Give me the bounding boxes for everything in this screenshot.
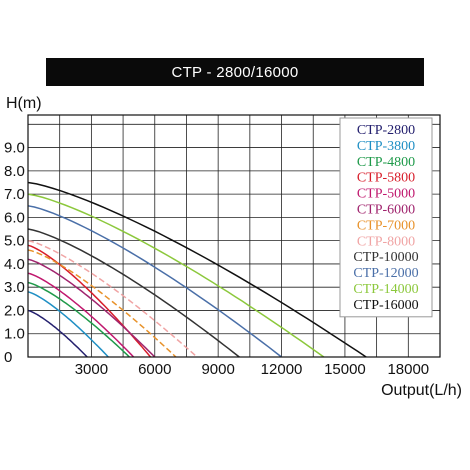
y-tick-label: 0 [4,349,12,366]
y-tick-label: 6.0 [4,209,25,226]
y-tick-label: 9.0 [4,140,25,157]
x-tick-label: 18000 [387,361,429,378]
y-tick-label: 5.0 [4,233,25,250]
legend-entry-ctp-6000: CTP-6000 [357,203,415,218]
x-tick-label: 12000 [261,361,303,378]
series-line-ctp-2800 [27,309,88,358]
legend-entry-ctp-10000: CTP-10000 [353,250,418,265]
legend-entry-ctp-2800: CTP-2800 [357,123,415,138]
x-tick-label: 6000 [138,361,171,378]
y-tick-label: 3.0 [4,279,25,296]
series-line-ctp-16000 [27,181,367,358]
legend-entry-ctp-14000: CTP-14000 [353,282,418,297]
legend-entry-ctp-5800: CTP-5800 [357,171,415,186]
legend-entry-ctp-16000: CTP-16000 [353,298,418,313]
y-tick-label: 1.0 [4,326,25,343]
y-tick-label: 2.0 [4,302,25,319]
series-line-ctp-3800 [27,291,109,358]
series-line-ctp-4800 [27,281,130,358]
series-line-ctp-10000 [27,228,240,358]
legend-entry-ctp-8000: CTP-8000 [357,234,415,249]
series-line-ctp-5000 [27,272,135,358]
y-tick-label: 8.0 [4,163,25,180]
chart-title: CTP - 2800/16000 [46,58,424,86]
legend-box [339,117,433,318]
legend-entry-ctp-3800: CTP-3800 [357,139,415,154]
series-line-ctp-6000 [27,258,156,358]
series-line-ctp-14000 [27,193,325,358]
legend: CTP-2800CTP-3800CTP-4800CTP-5800CTP-5000… [339,117,433,318]
curves [27,181,367,358]
legend-entry-ctp-4800: CTP-4800 [357,155,415,170]
series-line-ctp-12000 [27,205,282,358]
series-line-ctp-7000 [27,249,177,358]
legend-entry-ctp-5000: CTP-5000 [357,187,415,202]
series-line-ctp-8000 [27,239,198,358]
y-axis-label: H(m) [6,95,42,112]
x-tick-label: 9000 [201,361,234,378]
tick-labels: 0 1.0 2.0 3.0 4.0 5.0 6.0 7.0 8.0 9.0 3000 6000 9000… [4,140,429,378]
axis-frame [27,114,441,358]
legend-entry-ctp-12000: CTP-12000 [353,266,418,281]
legend-entry-ctp-7000: CTP-7000 [357,218,415,233]
x-tick-label: 3000 [75,361,108,378]
x-tick-label: 15000 [324,361,366,378]
plot-frame [27,114,441,358]
x-axis-label: Output(L/h) [381,382,462,399]
y-tick-label: 4.0 [4,256,25,273]
y-tick-label: 7.0 [4,186,25,203]
